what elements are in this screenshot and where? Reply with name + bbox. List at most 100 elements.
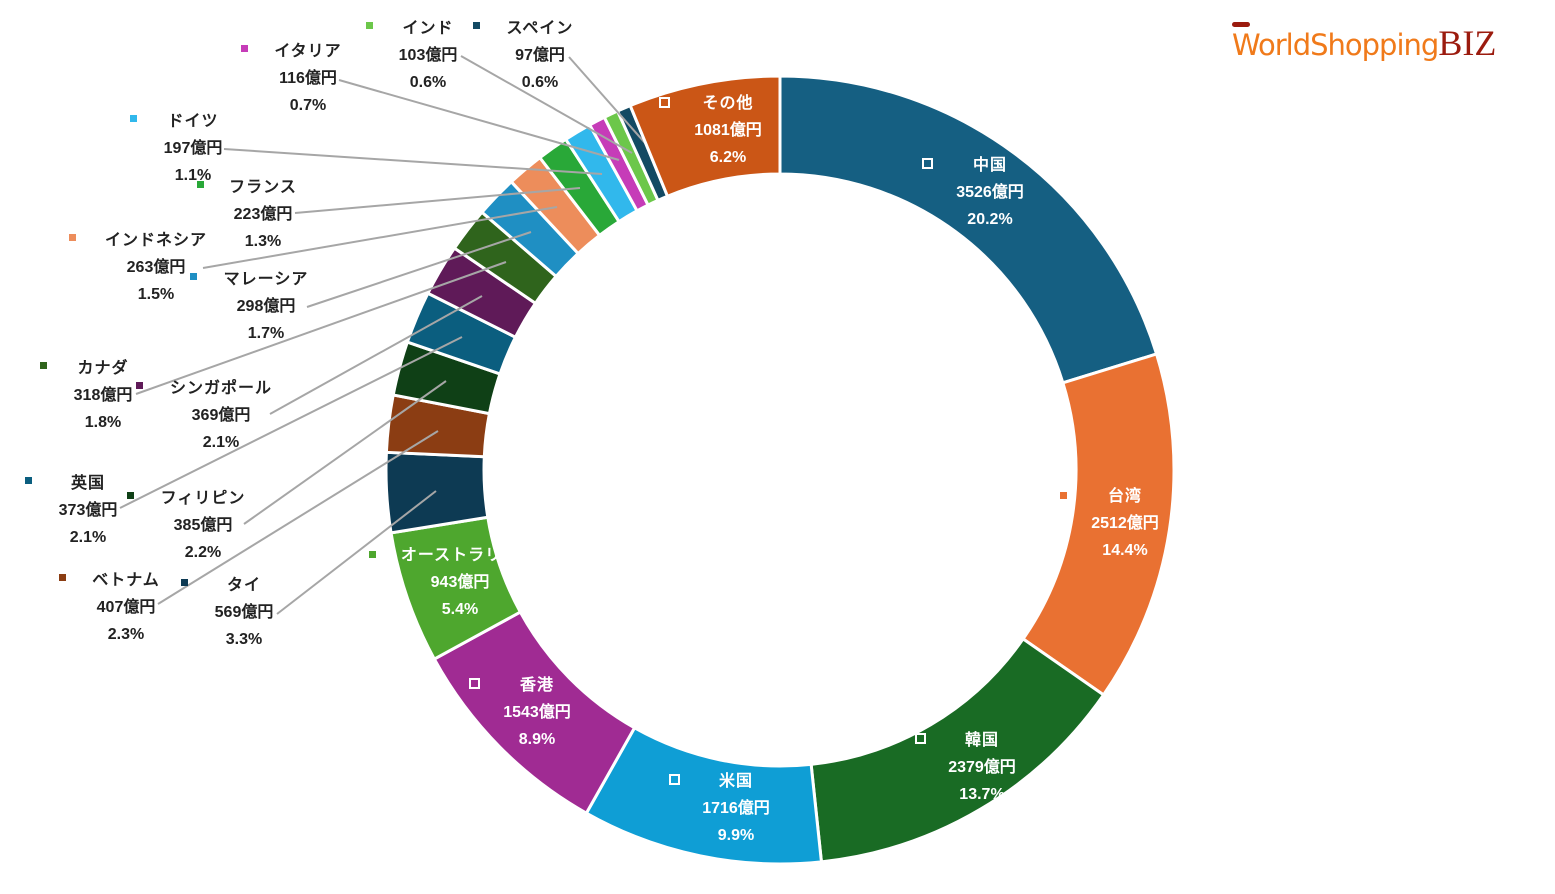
data-label: 韓国 2379億円 13.7% — [948, 727, 1016, 808]
data-label-value-label: 369億円 — [191, 407, 251, 424]
data-label-value-label: 3526億円 — [956, 184, 1024, 201]
logo-text-main: WorldShopping — [1232, 28, 1439, 62]
data-label-pct: 8.9% — [518, 731, 556, 748]
data-label-name: その他 — [702, 95, 754, 112]
data-label-pct: 0.6% — [521, 74, 559, 91]
leader-line — [460, 55, 633, 154]
data-label-value-label: 407億円 — [96, 599, 156, 616]
data-label: フィリピン 385億円 2.2% — [161, 485, 246, 566]
data-label: その他 1081億円 6.2% — [694, 90, 762, 171]
data-label: 英国 373億円 2.1% — [59, 470, 118, 551]
leader-line — [223, 148, 603, 175]
data-label-pct: 13.7% — [959, 786, 1005, 803]
cart-icon — [1232, 22, 1250, 27]
legend-marker — [669, 774, 680, 785]
legend-marker — [69, 234, 76, 241]
data-label: ドイツ 197億円 1.1% — [164, 108, 223, 189]
data-label-pct: 20.2% — [967, 211, 1013, 228]
legend-marker — [366, 22, 373, 29]
legend-marker — [241, 45, 248, 52]
data-label-name: スペイン — [506, 20, 574, 37]
data-label-name: タイ — [226, 577, 262, 594]
data-label-name: イタリア — [274, 43, 342, 60]
data-label-name: マレーシア — [223, 271, 309, 288]
logo-text-biz: BIZ — [1438, 23, 1497, 63]
legend-marker — [181, 579, 188, 586]
data-label-name: 台湾 — [1107, 488, 1143, 505]
data-label: 中国 3526億円 20.2% — [956, 152, 1024, 233]
legend-marker — [1058, 490, 1069, 501]
leader-line — [306, 231, 532, 308]
data-label-value-label: 298億円 — [236, 298, 296, 315]
data-label-name: 香港 — [519, 677, 555, 694]
data-label-value-label: 385億円 — [173, 517, 233, 534]
data-label-pct: 2.2% — [184, 544, 222, 561]
data-label-name: カナダ — [77, 360, 129, 377]
leader-line — [269, 295, 483, 415]
data-label-name: ベトナム — [92, 572, 160, 589]
data-label: インドネシア 263億円 1.5% — [105, 227, 207, 308]
legend-marker — [130, 115, 137, 122]
legend-marker — [59, 574, 66, 581]
data-label-value-label: 943億円 — [430, 574, 490, 591]
data-label-pct: 14.4% — [1102, 542, 1148, 559]
data-label: タイ 569億円 3.3% — [215, 572, 274, 653]
data-label: 米国 1716億円 9.9% — [702, 768, 770, 849]
data-label-value-label: 2379億円 — [948, 759, 1016, 776]
data-label: フランス 223億円 1.3% — [229, 174, 297, 255]
legend-marker — [25, 477, 32, 484]
data-label-pct: 9.9% — [717, 827, 755, 844]
leader-line — [135, 261, 507, 395]
data-label-name: ドイツ — [167, 113, 219, 130]
data-label-value-label: 1543億円 — [503, 704, 571, 721]
leader-line — [568, 56, 646, 144]
data-label-pct: 1.3% — [244, 233, 282, 250]
data-label: スペイン 97億円 0.6% — [507, 15, 574, 96]
data-label-name: フランス — [229, 179, 297, 196]
data-label-name: 中国 — [972, 157, 1008, 174]
data-label-value-label: 263億円 — [126, 259, 186, 276]
data-label: シンガポール 369億円 2.1% — [170, 375, 272, 456]
data-label-pct: 1.7% — [247, 325, 285, 342]
data-label: オーストラリア 943億円 5.4% — [401, 542, 519, 623]
data-label-value-label: 103億円 — [398, 47, 458, 64]
data-label-name: 米国 — [718, 773, 754, 790]
data-label: イタリア 116億円 0.7% — [274, 38, 341, 119]
data-label-value-label: 223億円 — [233, 206, 293, 223]
data-label-pct: 0.7% — [289, 97, 327, 114]
data-label: 香港 1543億円 8.9% — [503, 672, 571, 753]
data-label-pct: 1.5% — [137, 286, 175, 303]
data-label-value-label: 97億円 — [515, 47, 565, 64]
legend-marker — [367, 549, 378, 560]
data-label-name: インドネシア — [104, 232, 208, 249]
data-label-pct: 1.8% — [84, 414, 122, 431]
data-label-value-label: 2512億円 — [1091, 515, 1159, 532]
leader-line — [119, 336, 463, 509]
data-label: マレーシア 298億円 1.7% — [224, 266, 309, 347]
data-label-value-label: 1081億円 — [694, 122, 762, 139]
data-label-pct: 2.1% — [202, 434, 240, 451]
data-label-value-label: 197億円 — [163, 140, 223, 157]
data-label-value-label: 116億円 — [279, 70, 337, 87]
leader-line — [243, 380, 447, 525]
legend-marker — [469, 678, 480, 689]
legend-marker — [915, 733, 926, 744]
data-label: ベトナム 407億円 2.3% — [92, 567, 160, 648]
worldshoppingbiz-logo: WorldShoppingBIZ — [1232, 22, 1496, 64]
data-label-pct: 0.6% — [409, 74, 447, 91]
data-label-name: インド — [402, 20, 454, 37]
data-label-value-label: 373億円 — [58, 502, 118, 519]
data-label-name: 韓国 — [964, 732, 1000, 749]
data-label-pct: 3.3% — [225, 631, 263, 648]
leader-line — [157, 430, 439, 605]
data-label-pct: 1.1% — [174, 167, 212, 184]
data-label: 台湾 2512億円 14.4% — [1091, 483, 1159, 564]
legend-marker — [190, 273, 197, 280]
legend-marker — [127, 492, 134, 499]
data-label-name: オーストラリア — [400, 547, 520, 564]
data-label: インド 103億円 0.6% — [399, 15, 458, 96]
data-label-pct: 2.1% — [69, 529, 107, 546]
leader-line — [202, 206, 558, 269]
legend-marker — [922, 158, 933, 169]
legend-marker — [136, 382, 143, 389]
